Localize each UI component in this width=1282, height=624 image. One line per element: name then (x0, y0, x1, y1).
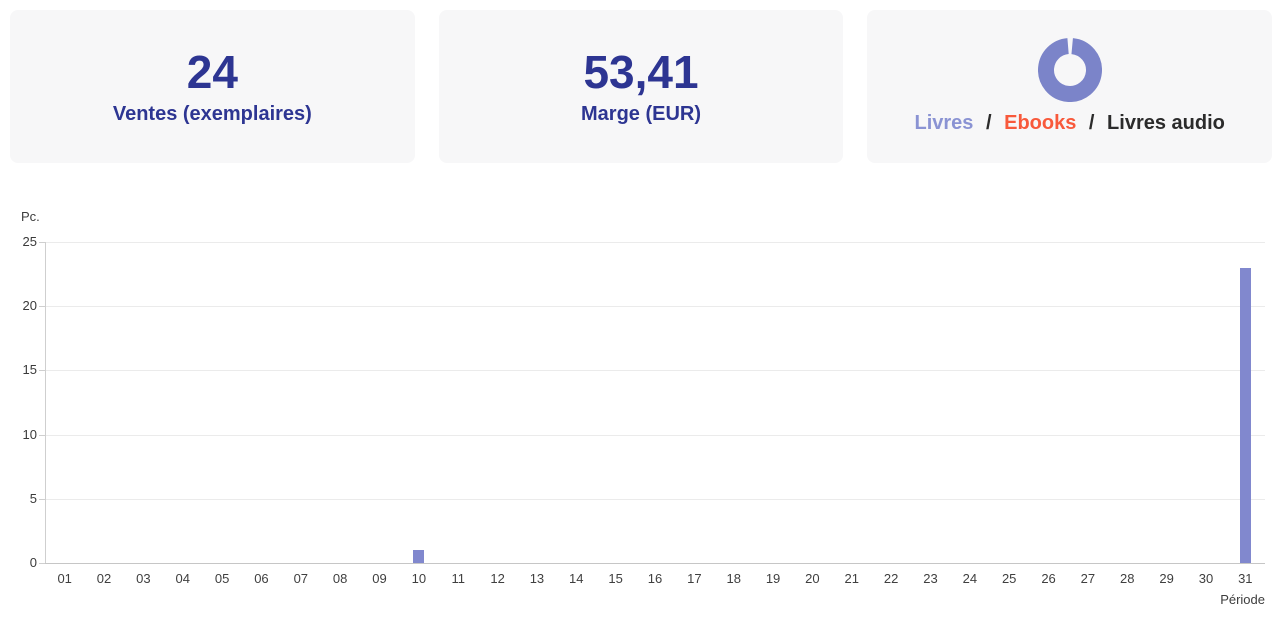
sales-label: Ventes (exemplaires) (112, 103, 312, 126)
x-tick-label: 09 (372, 571, 387, 586)
x-tick-label: 08 (332, 571, 348, 586)
x-tick-label: 24 (962, 571, 978, 586)
bar[interactable] (413, 550, 425, 563)
x-tick-label: 10 (411, 571, 427, 586)
y-tick-mark (39, 434, 45, 436)
gridline (45, 370, 1265, 372)
x-tick-label: 20 (805, 571, 820, 586)
x-tick-label: 16 (647, 571, 663, 586)
y-tick-label: 20 (22, 298, 37, 314)
sales-value: 24 (186, 45, 238, 98)
card-margin: 53,41 Marge (EUR) (438, 10, 844, 163)
card-sales: 24 Ventes (exemplaires) (10, 10, 415, 163)
x-tick-label: 26 (1041, 571, 1056, 586)
x-tick-label: 02 (96, 571, 112, 586)
y-tick-label: 0 (29, 555, 37, 570)
x-tick-label: 06 (254, 571, 269, 586)
gridline (45, 434, 1265, 436)
format-separator: / (1088, 112, 1095, 134)
x-tick-label: 04 (175, 571, 190, 586)
x-tick-label: 23 (923, 571, 938, 586)
x-tick-label: 22 (883, 571, 899, 586)
y-tick-mark (39, 498, 45, 500)
gridline (45, 306, 1265, 308)
x-tick-label: 15 (608, 571, 623, 586)
y-tick-label: 15 (22, 362, 37, 378)
x-tick-label: 27 (1080, 571, 1096, 586)
y-axis-title: Pc. (21, 209, 40, 224)
link-ebooks[interactable]: Ebooks (1004, 112, 1077, 134)
x-tick-label: 13 (529, 571, 545, 586)
x-tick-label: 28 (1120, 571, 1135, 586)
gridline (45, 498, 1265, 500)
y-tick-mark (39, 242, 45, 243)
x-tick-label: 07 (293, 571, 309, 586)
y-tick-label: 10 (22, 426, 37, 442)
x-tick-label: 21 (844, 571, 859, 586)
x-axis-line (45, 563, 1265, 564)
gridline (45, 242, 1265, 243)
y-tick-label: 25 (22, 234, 37, 249)
x-tick-label: 31 (1238, 571, 1253, 586)
link-livres-audio[interactable]: Livres audio (1107, 112, 1225, 134)
y-tick-mark (39, 370, 45, 372)
donut-chart-icon (1037, 38, 1102, 102)
y-axis-line (45, 242, 46, 563)
format-links: Livres / Ebooks / Livres audio (914, 112, 1224, 135)
summary-cards: 24 Ventes (exemplaires) 53,41 Marge (EUR… (10, 10, 1273, 163)
x-tick-label: 14 (569, 571, 584, 586)
y-tick-mark (39, 306, 45, 308)
x-tick-label: 30 (1198, 571, 1214, 586)
margin-value: 53,41 (583, 45, 699, 98)
x-tick-label: 29 (1159, 571, 1174, 586)
x-axis-title: Période (1220, 592, 1265, 607)
format-separator: / (985, 112, 992, 134)
x-tick-label: 17 (687, 571, 702, 586)
x-tick-label: 19 (765, 571, 781, 586)
link-livres[interactable]: Livres (914, 112, 974, 134)
x-tick-label: 05 (214, 571, 230, 586)
x-tick-label: 01 (57, 571, 72, 586)
x-tick-label: 11 (451, 571, 465, 586)
x-tick-label: 03 (136, 571, 151, 586)
x-tick-label: 25 (1001, 571, 1017, 586)
x-tick-label: 18 (726, 571, 741, 586)
y-tick-label: 5 (29, 490, 37, 506)
sales-bar-chart: Pc. Période 0 5 10 15 20 25 01 02 03 04 05 06 07 08 09… (0, 200, 1282, 624)
x-tick-label: 12 (490, 571, 505, 586)
card-formats: Livres / Ebooks / Livres audio (867, 10, 1273, 163)
margin-label: Marge (EUR) (581, 103, 702, 126)
y-tick-mark (39, 563, 45, 564)
bar[interactable] (1239, 267, 1251, 563)
